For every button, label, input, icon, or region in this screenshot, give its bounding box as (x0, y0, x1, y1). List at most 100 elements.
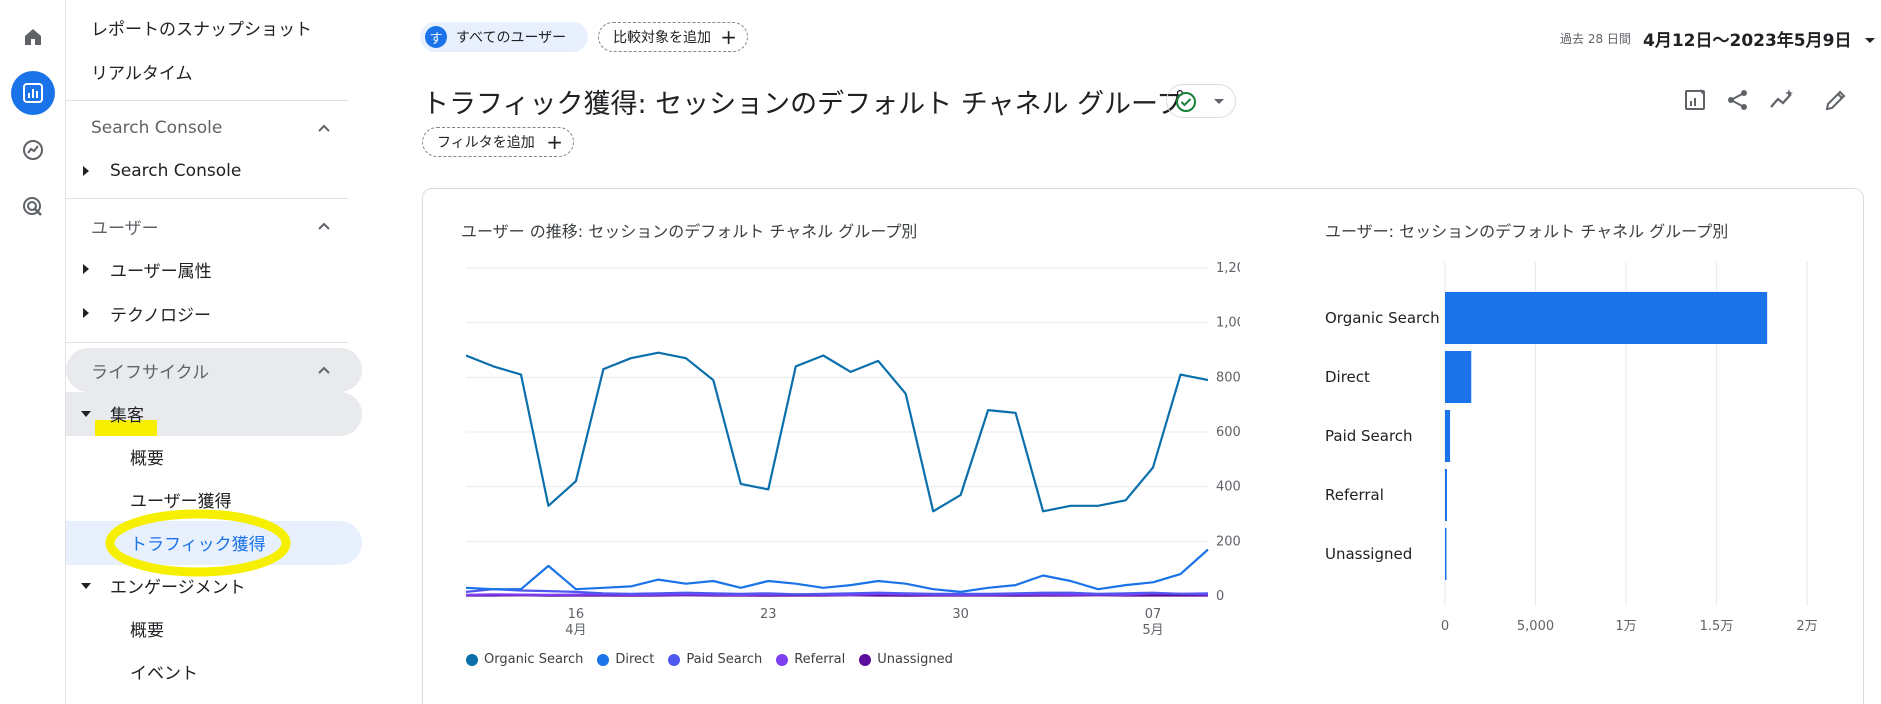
category-label: Direct (1325, 368, 1370, 386)
nav-section-user[interactable]: ユーザー (66, 206, 348, 246)
nav-item-realtime[interactable]: リアルタイム (91, 63, 193, 84)
legend-label: Direct (615, 652, 655, 667)
add-filter-button[interactable]: フィルタを追加 + (422, 127, 574, 157)
share-icon[interactable] (1724, 86, 1752, 114)
y-tick-label: 600 (1216, 425, 1240, 440)
home-icon[interactable] (11, 15, 55, 59)
legend-label: Referral (794, 652, 846, 667)
x-tick-label: 1万 (1615, 619, 1636, 634)
series-line-direct (465, 548, 1209, 593)
expand-arrow-icon[interactable] (83, 166, 89, 176)
legend-dot (668, 653, 681, 666)
advertising-icon[interactable] (11, 185, 55, 229)
y-tick-label: 200 (1216, 534, 1240, 549)
insights-icon[interactable] (1768, 86, 1796, 114)
legend-dot (466, 653, 478, 666)
divider (66, 198, 348, 199)
add-comparison-button[interactable]: 比較対象を追加 + (598, 22, 748, 52)
highlight-marker (95, 420, 157, 436)
nav-item-demographics[interactable]: ユーザー属性 (110, 261, 212, 282)
series-line-organic-search (465, 351, 1209, 513)
x-tick-label: 30 (952, 607, 969, 622)
x-tick-label: 5,000 (1517, 619, 1554, 634)
divider (66, 100, 348, 101)
lifecycle-section-bg (66, 348, 362, 392)
bar-chart: 0 5,000 1万 1.5万 2万 Organic Search Direct Paid S… (1325, 262, 1818, 634)
nav-item-user-acquisition[interactable]: ユーザー獲得 (130, 491, 232, 512)
collapse-arrow-icon[interactable] (81, 411, 91, 417)
nav-section-lifecycle[interactable]: ライフサイクル (66, 350, 348, 390)
category-label: Referral (1325, 486, 1384, 504)
x-tick-label: 1.5万 (1700, 619, 1734, 634)
bar-chart-title: ユーザー: セッションのデフォルト チャネル グループ別 (1325, 222, 1729, 241)
segment-avatar: す (425, 26, 447, 48)
add-filter-label: フィルタを追加 (437, 135, 535, 151)
bar-unassigned (1445, 528, 1447, 580)
expand-arrow-icon[interactable] (83, 308, 89, 318)
report-nav: レポートのスナップショット リアルタイム Search Console Sear… (66, 0, 370, 704)
edit-icon[interactable] (1822, 86, 1850, 114)
legend-item[interactable]: Organic Search (466, 652, 583, 667)
x-tick-label: 16 (568, 607, 585, 622)
nav-item-engagement[interactable]: エンゲージメント (110, 577, 246, 598)
legend-item[interactable]: Paid Search (668, 652, 762, 667)
page-title: トラフィック獲得: セッションのデフォルト チャネル グループ (422, 89, 1184, 120)
data-quality-chip[interactable] (1166, 84, 1236, 118)
section-label: ライフサイクル (91, 362, 210, 383)
x-tick-sublabel: 4月 (565, 623, 586, 638)
explore-icon[interactable] (11, 128, 55, 172)
line-chart-title: ユーザー の推移: セッションのデフォルト チャネル グループ別 (461, 222, 918, 241)
all-users-chip[interactable]: す すべてのユーザー (420, 22, 588, 52)
highlight-circle (105, 509, 291, 577)
section-label: ユーザー (91, 218, 159, 239)
y-tick-label: 400 (1216, 480, 1240, 495)
check-circle-icon (1176, 92, 1196, 112)
plus-icon: + (720, 25, 737, 49)
bar-direct (1445, 351, 1472, 403)
legend-item[interactable]: Referral (776, 652, 845, 667)
x-tick-label: 07 (1145, 607, 1162, 622)
nav-item-engagement-overview[interactable]: 概要 (130, 620, 164, 641)
x-tick-label: 23 (760, 607, 777, 622)
x-tick-label: 2万 (1796, 619, 1817, 634)
icon-rail (0, 0, 66, 704)
chevron-up-icon (318, 222, 330, 230)
legend-label: Unassigned (877, 652, 953, 667)
chevron-up-icon (318, 124, 330, 132)
x-tick-label: 0 (1441, 619, 1449, 634)
divider (66, 342, 348, 343)
nav-item-search-console[interactable]: Search Console (110, 161, 242, 181)
nav-item-snapshot[interactable]: レポートのスナップショット (91, 19, 312, 40)
chart-card (422, 188, 1864, 704)
category-label: Unassigned (1325, 545, 1412, 563)
y-tick-label: 0 (1216, 589, 1224, 604)
collapse-arrow-icon[interactable] (81, 583, 91, 589)
date-range-label: 過去 28 日間 (1560, 32, 1631, 46)
legend-dot (776, 653, 789, 666)
legend-item[interactable]: Unassigned (859, 652, 953, 667)
bar-paid-search (1445, 410, 1451, 462)
category-label: Paid Search (1325, 427, 1413, 445)
bar-organic-search (1445, 292, 1768, 344)
plus-icon: + (546, 130, 563, 154)
dropdown-arrow-icon (1865, 38, 1876, 43)
series-line-referral (465, 592, 1209, 596)
nav-item-technology[interactable]: テクノロジー (110, 305, 211, 326)
category-label: Organic Search (1325, 309, 1440, 327)
legend-item[interactable]: Direct (597, 652, 654, 667)
y-tick-label: 800 (1216, 370, 1240, 385)
nav-item-acquisition-overview[interactable]: 概要 (130, 448, 164, 469)
nav-item-traffic-acquisition[interactable]: トラフィック獲得 (130, 534, 266, 555)
chevron-up-icon (318, 366, 330, 374)
customize-report-icon[interactable] (1682, 86, 1710, 114)
nav-section-search-console[interactable]: Search Console (66, 108, 348, 148)
date-range-picker[interactable]: 4月12日～2023年5月9日 (1643, 26, 1877, 51)
all-users-label: すべてのユーザー (456, 30, 567, 46)
expand-arrow-icon[interactable] (83, 264, 89, 274)
nav-item-events[interactable]: イベント (130, 663, 198, 684)
y-tick-label: 1,000 (1216, 316, 1240, 331)
reports-icon[interactable] (11, 71, 55, 115)
nav-item-acquisition[interactable]: 集客 (110, 405, 144, 426)
legend-label: Paid Search (686, 652, 763, 667)
